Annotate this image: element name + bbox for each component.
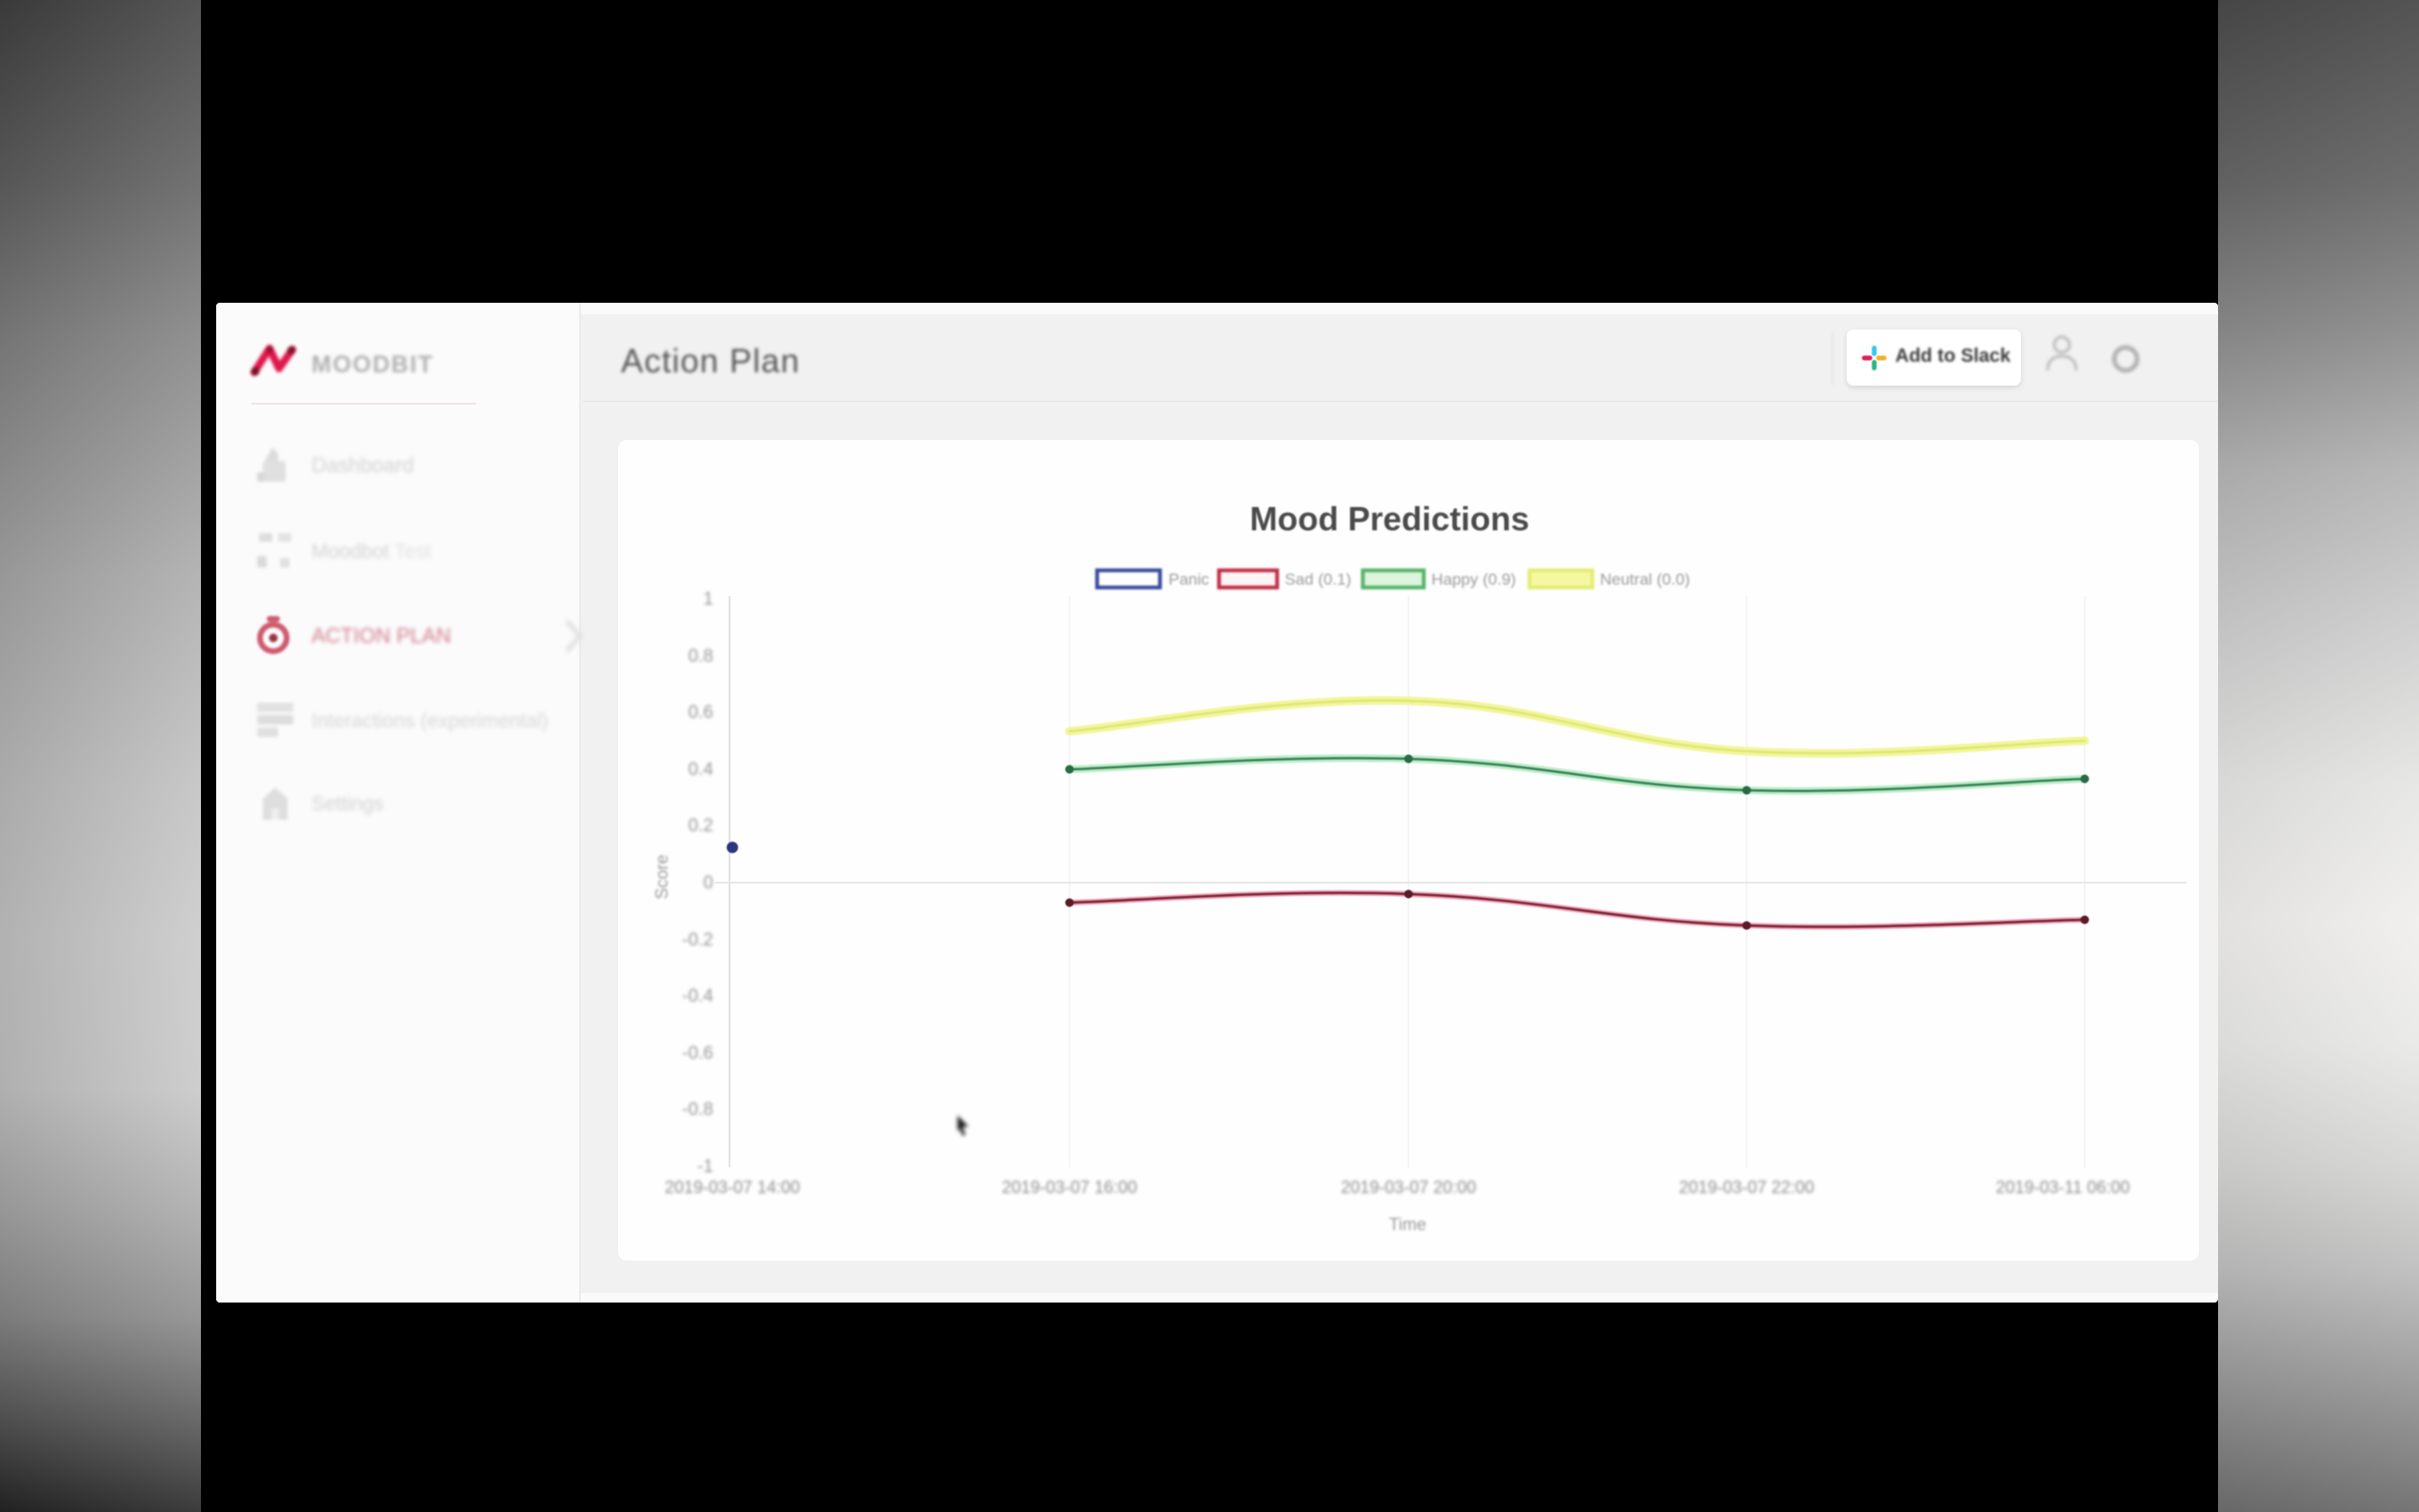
svg-text:-0.6: -0.6	[682, 1044, 713, 1064]
svg-text:Happy (0.9): Happy (0.9)	[1431, 570, 1516, 588]
svg-text:Mood Predictions: Mood Predictions	[1249, 501, 1529, 538]
svg-text:0: 0	[703, 873, 713, 893]
svg-text:-0.8: -0.8	[682, 1100, 713, 1120]
svg-text:-0.2: -0.2	[682, 930, 713, 950]
svg-text:Panic: Panic	[1169, 570, 1210, 588]
svg-text:Time: Time	[1389, 1215, 1426, 1234]
svg-text:Score: Score	[652, 854, 671, 899]
svg-text:2019-03-07 22:00: 2019-03-07 22:00	[1679, 1178, 1814, 1197]
svg-text:0.2: 0.2	[689, 816, 713, 836]
svg-text:Sad (0.1): Sad (0.1)	[1285, 570, 1351, 588]
svg-text:2019-03-07 20:00: 2019-03-07 20:00	[1341, 1178, 1476, 1197]
svg-text:2019-03-07 14:00: 2019-03-07 14:00	[665, 1178, 800, 1197]
svg-text:0.4: 0.4	[689, 760, 714, 780]
svg-text:-1: -1	[697, 1157, 713, 1177]
svg-text:2019-03-11 06:00: 2019-03-11 06:00	[1996, 1178, 2130, 1197]
svg-text:Neutral (0.0): Neutral (0.0)	[1600, 570, 1689, 588]
svg-text:-0.4: -0.4	[682, 986, 713, 1006]
svg-text:0.6: 0.6	[689, 703, 713, 723]
svg-text:2019-03-07 16:00: 2019-03-07 16:00	[1002, 1178, 1137, 1197]
svg-text:1: 1	[703, 589, 713, 609]
svg-text:0.8: 0.8	[689, 647, 713, 666]
